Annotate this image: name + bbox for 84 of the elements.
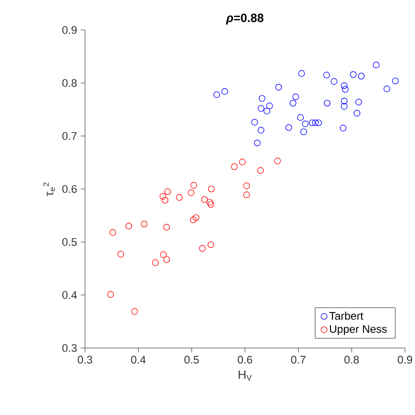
point xyxy=(164,188,171,195)
point xyxy=(160,193,166,200)
point xyxy=(231,163,238,170)
point xyxy=(264,108,270,114)
point xyxy=(308,119,316,126)
point xyxy=(109,229,116,236)
point xyxy=(257,167,264,174)
point xyxy=(297,114,304,121)
x-tick-label: 0.4 xyxy=(131,356,146,364)
point xyxy=(213,91,220,98)
point xyxy=(152,259,159,266)
y-tick-label: 0.7 xyxy=(62,132,77,140)
point xyxy=(208,241,214,248)
point xyxy=(239,158,246,166)
y-tick-label: 0.8 xyxy=(62,79,77,87)
y-tick-label: 0.5 xyxy=(62,238,77,246)
point xyxy=(275,84,282,91)
point xyxy=(258,126,264,134)
y-tick-label: 0.4 xyxy=(62,291,77,299)
point xyxy=(125,222,132,230)
point xyxy=(274,158,281,164)
point xyxy=(354,110,360,117)
x-tick-label: 0.9 xyxy=(398,356,412,364)
y-axis-title: τ$_{e}$2 xyxy=(43,182,56,196)
point xyxy=(258,105,264,112)
point xyxy=(350,71,357,78)
point xyxy=(162,196,168,204)
point xyxy=(201,196,208,203)
point xyxy=(340,98,348,104)
point xyxy=(384,86,390,92)
point xyxy=(190,216,197,224)
point xyxy=(392,78,399,84)
point xyxy=(199,245,206,252)
point xyxy=(221,88,228,95)
x-tick-label: 0.7 xyxy=(291,356,306,364)
point xyxy=(315,119,322,126)
point xyxy=(258,95,266,102)
point xyxy=(330,78,338,85)
point xyxy=(355,98,362,106)
point xyxy=(190,182,198,189)
point xyxy=(290,100,296,106)
point xyxy=(285,124,292,131)
point xyxy=(340,124,346,132)
x-tick-label: 0.8 xyxy=(344,356,359,364)
point xyxy=(323,72,330,78)
point xyxy=(163,224,170,230)
point xyxy=(131,308,138,315)
point xyxy=(312,119,319,126)
point xyxy=(192,214,200,221)
point xyxy=(298,70,305,77)
chart-title: ρ=0.88 xyxy=(226,14,264,24)
point xyxy=(292,93,299,100)
y-tick-label: 0.9 xyxy=(62,26,77,34)
point xyxy=(243,192,250,198)
legend-label: Tarbert xyxy=(329,312,364,320)
point xyxy=(340,103,348,110)
y-tick-label: 0.3 xyxy=(62,344,77,352)
x-tick-label: 0.3 xyxy=(78,356,92,364)
point xyxy=(266,102,273,110)
point xyxy=(358,72,365,80)
y-tick-label: 0.6 xyxy=(62,185,77,193)
point xyxy=(208,201,214,208)
point xyxy=(324,100,330,106)
point xyxy=(117,250,124,258)
x-tick-label: 0.6 xyxy=(238,356,252,364)
point xyxy=(107,291,114,298)
point xyxy=(176,194,183,201)
point xyxy=(160,251,167,258)
point xyxy=(302,120,309,128)
x-tick-label: 0.5 xyxy=(184,356,199,364)
point xyxy=(208,186,215,192)
point xyxy=(243,182,250,190)
point xyxy=(163,256,170,263)
point xyxy=(372,62,380,68)
point xyxy=(300,128,307,136)
point xyxy=(206,198,214,206)
x-axis-title: H$_{V}$ xyxy=(238,370,252,381)
legend-label: Upper Ness xyxy=(330,325,387,336)
point xyxy=(342,86,349,93)
point xyxy=(188,189,194,196)
point xyxy=(140,220,148,228)
point xyxy=(340,82,348,89)
point xyxy=(251,118,258,126)
point xyxy=(254,140,261,146)
